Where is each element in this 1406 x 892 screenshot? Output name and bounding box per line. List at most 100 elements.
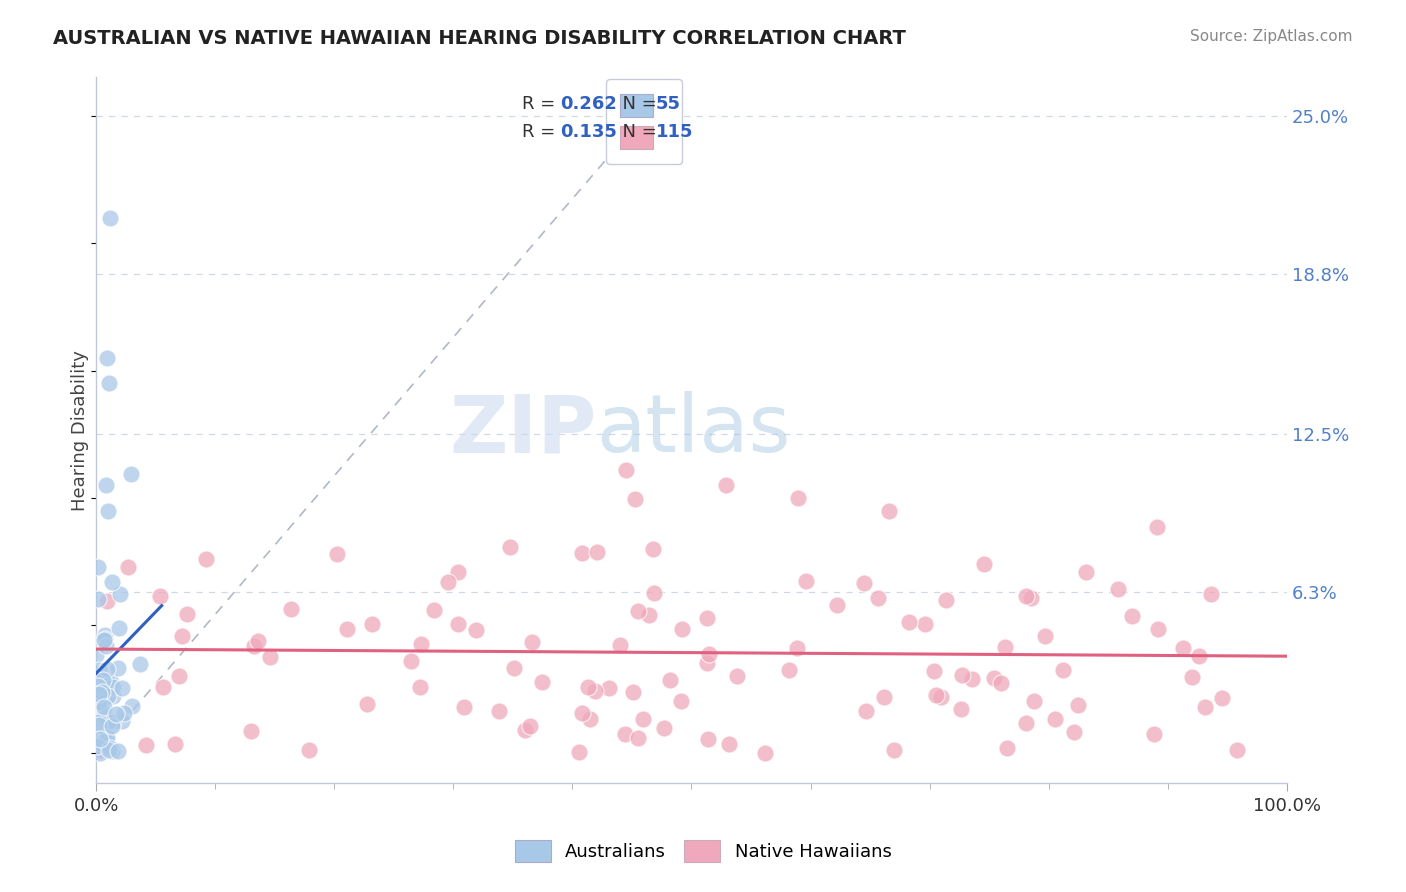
Point [453,700,475,714]
Point [725,669,748,683]
Legend: , : , [606,79,682,164]
Point [87,717,110,731]
Point [671,622,693,636]
Point [576,680,599,694]
Text: N =: N = [610,95,662,113]
Point [922,664,945,678]
Point [195,551,218,566]
Point [571,706,593,720]
Point [103,715,125,730]
Point [240,724,263,739]
Point [399,654,422,668]
Point [950,702,973,716]
Point [583,683,606,698]
Point [93,633,115,648]
Point [873,690,896,704]
Point [1171,640,1194,655]
Point [898,615,921,630]
Point [669,693,692,707]
Point [1194,700,1216,714]
Point [121,698,143,713]
Point [1033,629,1056,643]
Point [152,680,174,694]
Point [995,740,1018,755]
Text: 0.262: 0.262 [561,95,617,113]
Point [935,593,957,607]
Point [973,558,995,572]
Point [165,738,187,752]
Point [883,742,905,756]
Point [609,638,631,652]
Point [637,608,659,623]
Text: AUSTRALIAN VS NATIVE HAWAIIAN HEARING DISABILITY CORRELATION CHART: AUSTRALIAN VS NATIVE HAWAIIAN HEARING DI… [53,29,907,47]
Point [86,739,108,753]
Point [585,545,607,559]
Point [326,547,349,561]
Point [89,746,111,760]
Point [614,726,637,740]
Text: R =: R = [523,95,561,113]
Point [117,559,139,574]
Point [1121,608,1143,623]
Point [853,575,876,590]
Point [120,467,142,482]
Point [520,635,543,649]
Point [111,714,134,729]
Legend: Australians, Native Hawaiians: Australians, Native Hawaiians [508,833,898,870]
Point [97,715,120,730]
Point [962,672,984,686]
Point [994,640,1017,654]
Point [298,742,321,756]
Point [568,745,591,759]
Point [631,712,654,726]
Point [1067,698,1090,713]
Point [531,675,554,690]
Point [1043,712,1066,726]
Point [135,738,157,752]
Point [97,689,120,703]
Point [96,663,118,677]
Point [697,647,720,661]
Text: 55: 55 [655,95,681,113]
Point [336,622,359,636]
Point [246,634,269,648]
Point [259,650,281,665]
Point [176,607,198,621]
Point [101,719,124,733]
Point [1146,623,1168,637]
Point [89,731,111,746]
Point [111,681,134,695]
Point [107,661,129,675]
Point [93,706,115,721]
Point [167,669,190,683]
Point [627,731,650,745]
Y-axis label: Hearing Disability: Hearing Disability [72,350,89,511]
Point [786,640,808,655]
Point [465,624,488,638]
Point [101,744,124,758]
Point [91,673,114,687]
Point [1211,691,1233,706]
Point [409,680,432,694]
Point [1226,743,1249,757]
Point [825,598,848,612]
Point [714,478,737,492]
Point [90,702,112,716]
Point [96,351,118,365]
Point [1181,670,1204,684]
Text: atlas: atlas [596,392,790,469]
Point [86,679,108,693]
Point [794,574,817,588]
Point [100,574,122,589]
Point [513,723,536,738]
Text: 0.135: 0.135 [561,123,617,141]
Point [107,744,129,758]
Point [89,715,111,730]
Point [96,593,118,607]
Point [447,617,470,632]
Point [697,732,720,747]
Point [107,621,129,635]
Point [100,674,122,689]
Point [1052,663,1074,677]
Point [149,589,172,603]
